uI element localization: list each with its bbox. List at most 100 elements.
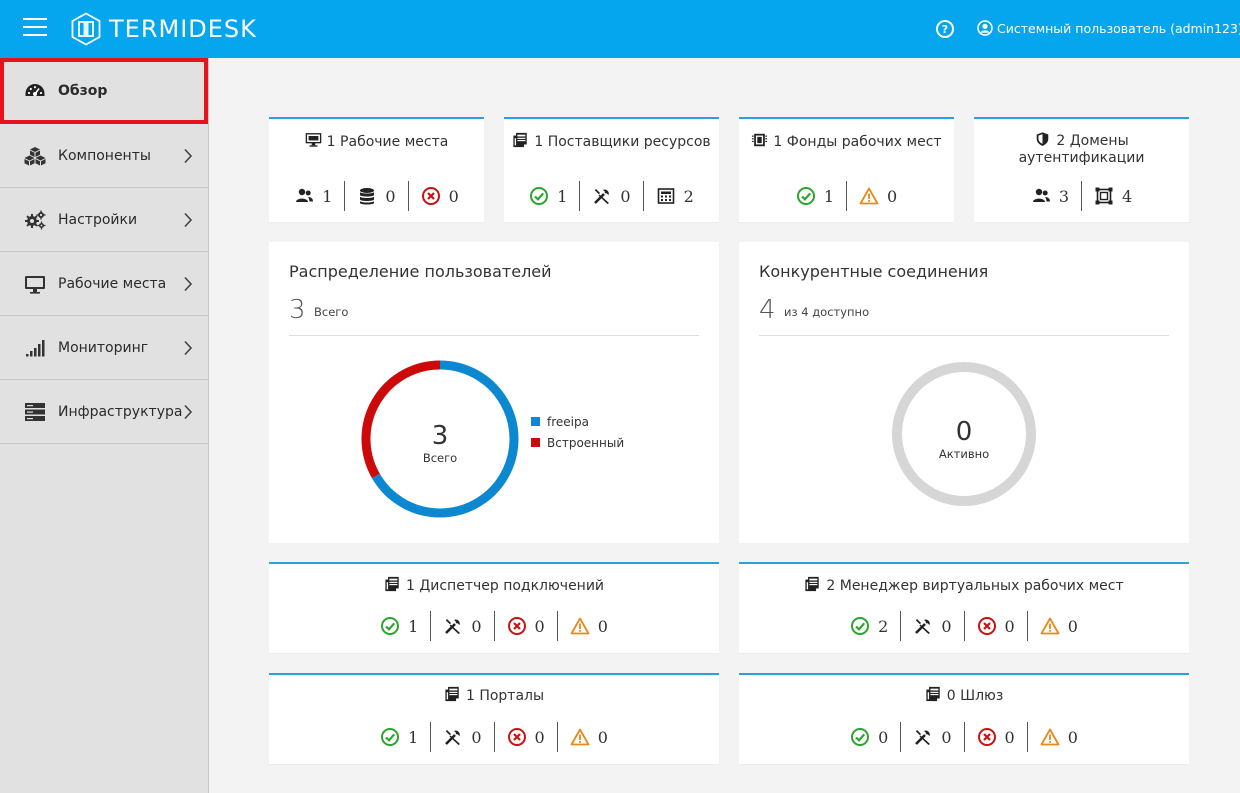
stat-value: 0 xyxy=(471,616,482,636)
stat-ok: 2 xyxy=(838,611,900,641)
stat-value: 0 xyxy=(448,186,459,206)
users-icon xyxy=(1031,186,1051,206)
card-title: 1 Фонды рабочих мест xyxy=(739,132,954,151)
user-donut-chart xyxy=(361,360,519,518)
card-count: 0 xyxy=(946,688,956,704)
sidebar-item-infrastructure[interactable]: Инфраструктура xyxy=(0,380,208,444)
chevron-right-icon xyxy=(184,148,193,163)
divider xyxy=(289,335,699,336)
legend-item[interactable]: Встроенный xyxy=(531,432,624,453)
brand-logo[interactable]: TERMIDESK xyxy=(70,11,257,47)
portals-card[interactable]: 1 Порталы 1 0 0 0 xyxy=(269,673,719,764)
donut-center-value: 3 xyxy=(431,421,449,451)
server-stack-icon xyxy=(25,402,45,421)
stat-maintenance: 0 xyxy=(430,722,493,752)
stat-value: 0 xyxy=(887,186,898,206)
stat-value: 1 xyxy=(322,186,333,206)
auth-domains-card[interactable]: 2 Домены аутентификации 3 4 xyxy=(974,117,1189,222)
chevron-right-icon xyxy=(184,212,193,227)
card-count: 2 xyxy=(826,578,836,594)
legend-swatch xyxy=(531,438,540,447)
concurrent-connections-panel: Конкурентные соединения 4 из 4 доступно … xyxy=(739,242,1189,543)
chevron-right-icon xyxy=(184,340,193,355)
legend-item[interactable]: freeipa xyxy=(531,411,624,432)
sidebar-item-settings[interactable]: Настройки xyxy=(0,188,208,252)
shield-icon xyxy=(1034,131,1051,147)
user-menu[interactable]: Системный пользователь (admin123) xyxy=(977,20,1240,36)
stat-ok: 1 xyxy=(368,722,430,752)
object-group-icon xyxy=(1094,186,1114,206)
monitor-icon xyxy=(25,275,45,294)
warning-icon xyxy=(1040,616,1060,636)
panel-title: Конкурентные соединения xyxy=(759,262,989,281)
hamburger-menu-icon[interactable] xyxy=(23,18,47,38)
ring-center-value: 0 xyxy=(955,417,973,447)
sidebar-item-components[interactable]: Компоненты xyxy=(0,124,208,188)
signal-bars-icon xyxy=(26,339,45,356)
vdi-manager-card[interactable]: 2 Менеджер виртуальных рабочих мест 2 0 … xyxy=(739,562,1189,653)
card-title: 2 Менеджер виртуальных рабочих мест xyxy=(739,576,1189,595)
card-title: 1 Диспетчер подключений xyxy=(269,576,719,595)
donut-segment-freeipa[interactable] xyxy=(372,360,519,518)
workplaces-card[interactable]: 1 Рабочие места 1 0 0 xyxy=(269,117,484,222)
server-doc-icon xyxy=(925,686,942,702)
stat-value: 0 xyxy=(620,186,631,206)
sidebar-item-label: Настройки xyxy=(58,211,138,228)
legend-swatch xyxy=(531,417,540,426)
user-distribution-panel: Распределение пользователей 3 Всего 3 Вс… xyxy=(269,242,719,543)
stat-users: 3 xyxy=(1019,181,1081,211)
stat-value: 0 xyxy=(1004,727,1015,747)
divider xyxy=(759,335,1169,336)
warning-icon xyxy=(570,616,590,636)
database-icon xyxy=(357,186,377,206)
workplace-pools-card[interactable]: 1 Фонды рабочих мест 1 0 xyxy=(739,117,954,222)
stat-value: 1 xyxy=(408,616,419,636)
warning-icon xyxy=(570,727,590,747)
card-stats: 1 0 2 xyxy=(504,181,719,211)
card-count: 1 xyxy=(773,134,783,150)
server-doc-icon xyxy=(384,576,401,592)
chip-icon xyxy=(751,132,768,148)
ring-center: 0 Активно xyxy=(890,417,1038,461)
brand-name: TERMIDESK xyxy=(109,15,257,43)
stat-ok: 1 xyxy=(517,181,579,211)
stat-value: 1 xyxy=(557,186,568,206)
stat-value: 0 xyxy=(385,186,396,206)
tools-icon xyxy=(443,727,463,747)
card-stats: 1 0 xyxy=(739,181,954,211)
stat-value: 1 xyxy=(408,727,419,747)
sidebar-item-overview[interactable]: Обзор xyxy=(0,58,208,124)
server-doc-icon xyxy=(512,132,529,148)
legend-label: Встроенный xyxy=(547,435,625,450)
sidebar-item-workplaces[interactable]: Рабочие места xyxy=(0,252,208,316)
ring-center-label: Активно xyxy=(938,447,990,461)
card-stats: 3 4 xyxy=(974,181,1189,211)
error-circle-icon xyxy=(977,727,997,747)
card-count: 2 xyxy=(1056,133,1066,149)
sidebar-item-monitoring[interactable]: Мониторинг xyxy=(0,316,208,380)
stat-value: 2 xyxy=(878,616,889,636)
stat-ok: 1 xyxy=(784,181,846,211)
card-stats: 1 0 0 xyxy=(269,181,484,211)
stat-value: 0 xyxy=(1067,616,1078,636)
connection-broker-card[interactable]: 1 Диспетчер подключений 1 0 0 0 xyxy=(269,562,719,653)
dashboard-gauge-icon xyxy=(25,84,45,96)
donut-segment-Встроенный[interactable] xyxy=(361,360,441,479)
stat-value: 0 xyxy=(878,727,889,747)
termidesk-logo-icon xyxy=(71,12,101,46)
gateway-card[interactable]: 0 Шлюз 0 0 0 0 xyxy=(739,673,1189,764)
stat-value: 0 xyxy=(941,727,952,747)
error-circle-icon xyxy=(977,616,997,636)
stat-value: 0 xyxy=(471,727,482,747)
ok-circle-icon xyxy=(529,186,549,206)
donut-center: 3 Всего xyxy=(360,421,520,465)
card-count: 1 xyxy=(534,134,544,150)
card-title-text: Шлюз xyxy=(960,688,1004,704)
question-circle-icon[interactable]: ? xyxy=(936,20,954,38)
panel-total: 3 xyxy=(289,295,306,325)
stat-value: 0 xyxy=(1067,727,1078,747)
desktop-icon xyxy=(305,132,322,148)
card-title-text: Рабочие места xyxy=(340,134,449,150)
stat-warning: 0 xyxy=(556,722,620,752)
resource-providers-card[interactable]: 1 Поставщики ресурсов 1 0 2 xyxy=(504,117,719,222)
